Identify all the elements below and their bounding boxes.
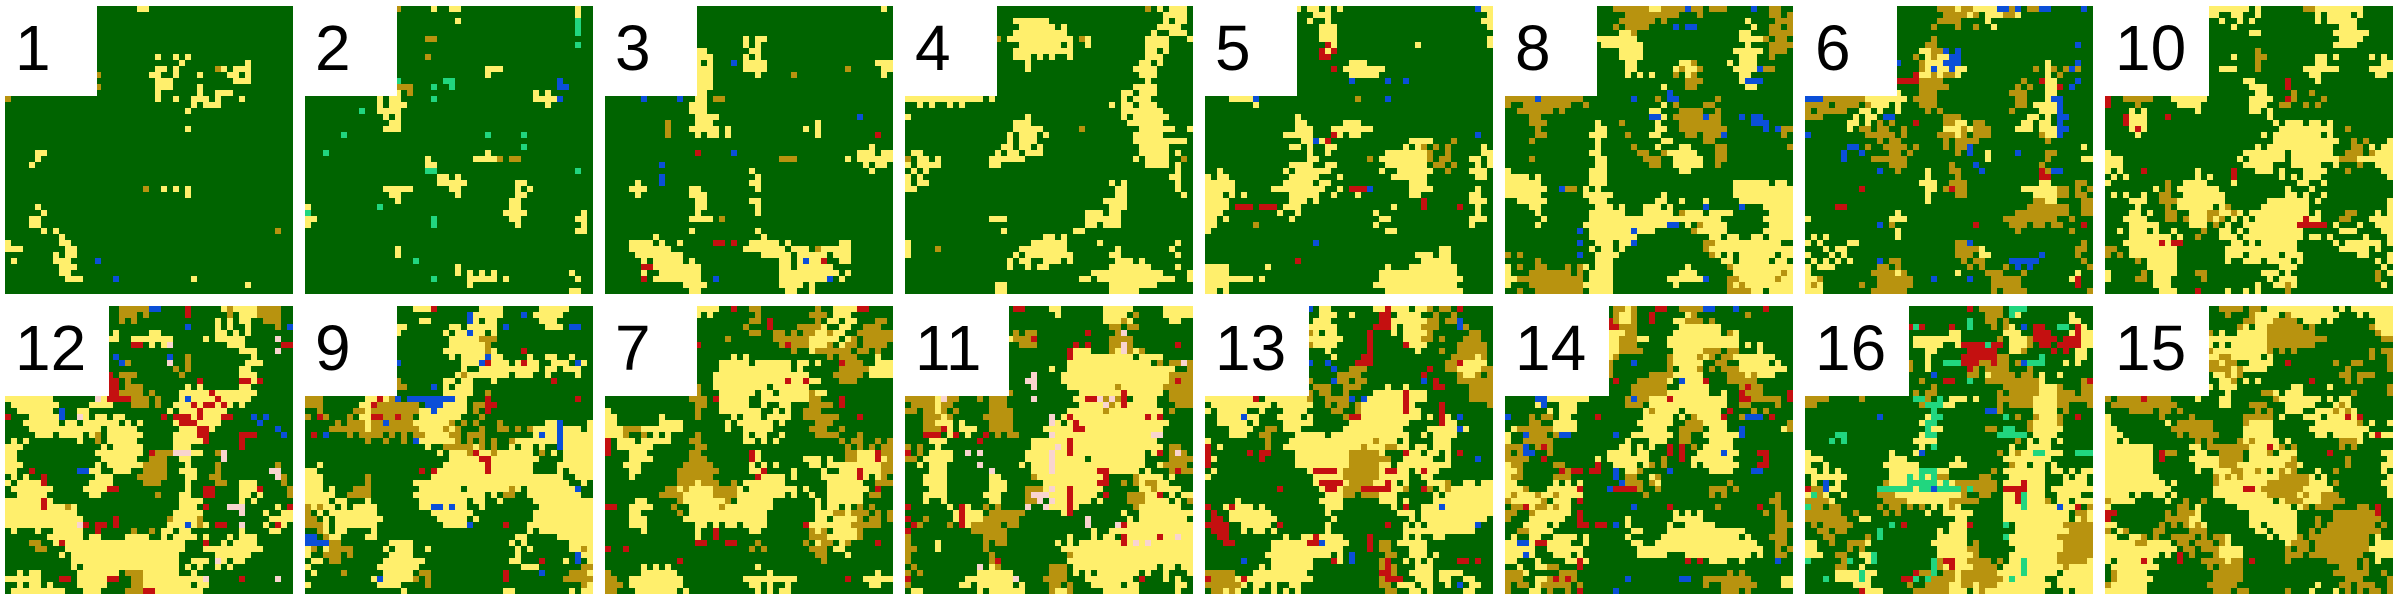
tile-number-label: 1 bbox=[5, 6, 97, 96]
map-tile-1: 1 bbox=[5, 6, 293, 294]
land-cover-raster bbox=[305, 6, 587, 294]
map-tile-13: 13 bbox=[1205, 306, 1493, 594]
tile-number-label: 10 bbox=[2105, 6, 2209, 96]
tile-number-label: 12 bbox=[5, 306, 109, 396]
land-cover-raster bbox=[305, 306, 593, 594]
map-tile-5: 5 bbox=[1205, 6, 1493, 294]
map-tile-2: 2 bbox=[305, 6, 593, 294]
map-tile-4: 4 bbox=[905, 6, 1193, 294]
tile-number-label: 4 bbox=[905, 6, 997, 96]
land-cover-raster bbox=[1505, 6, 1793, 294]
map-tile-7: 7 bbox=[605, 306, 893, 594]
tile-number-label: 8 bbox=[1505, 6, 1597, 96]
map-tile-9: 9 bbox=[305, 306, 593, 594]
map-tile-10: 10 bbox=[2105, 6, 2393, 294]
land-cover-raster bbox=[5, 6, 281, 288]
map-tile-6: 6 bbox=[1805, 6, 2093, 294]
tile-number-label: 2 bbox=[305, 6, 397, 96]
map-tile-14: 14 bbox=[1505, 306, 1793, 594]
tile-number-label: 13 bbox=[1205, 306, 1309, 396]
tile-number-label: 11 bbox=[905, 306, 1009, 396]
tile-number-label: 14 bbox=[1505, 306, 1609, 396]
tile-number-label: 6 bbox=[1805, 6, 1897, 96]
map-tile-3: 3 bbox=[605, 6, 893, 294]
tile-number-label: 9 bbox=[305, 306, 397, 396]
tile-number-label: 15 bbox=[2105, 306, 2209, 396]
tile-number-label: 5 bbox=[1205, 6, 1297, 96]
map-tile-12: 12 bbox=[5, 306, 293, 594]
tile-number-label: 7 bbox=[605, 306, 697, 396]
map-tile-16: 16 bbox=[1805, 306, 2093, 594]
map-tile-15: 15 bbox=[2105, 306, 2393, 594]
tile-number-label: 16 bbox=[1805, 306, 1909, 396]
land-cover-raster bbox=[5, 306, 293, 594]
land-cover-raster bbox=[2105, 306, 2393, 594]
tile-number-label: 3 bbox=[605, 6, 697, 96]
map-tile-8: 8 bbox=[1505, 6, 1793, 294]
map-tile-11: 11 bbox=[905, 306, 1193, 594]
